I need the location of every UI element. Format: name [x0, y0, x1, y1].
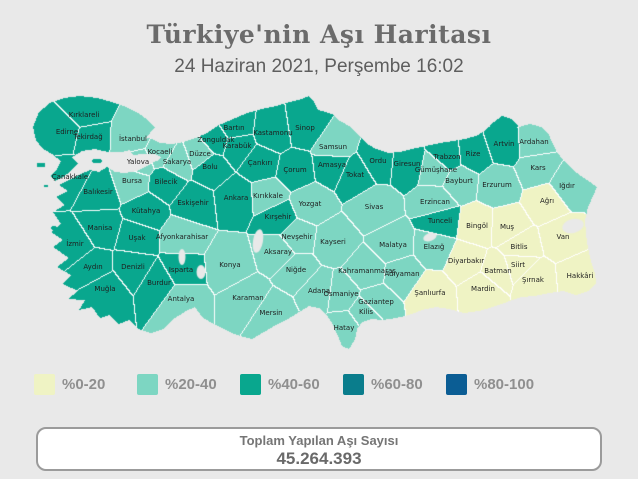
legend-label: %0-20 [62, 376, 106, 393]
legend-item-60-80: %60-80 [343, 374, 446, 395]
legend-item-80-100: %80-100 [446, 374, 549, 395]
page-title: Türkiye'nin Aşı Haritası [146, 20, 492, 49]
legend-item-40-60: %40-60 [240, 374, 343, 395]
total-vaccination-label: Toplam Yapılan Aşı Sayısı [239, 433, 399, 448]
legend-item-20-40: %20-40 [137, 374, 240, 395]
legend-swatch-60-80 [343, 374, 364, 395]
legend-label: %80-100 [474, 376, 535, 393]
legend-swatch-80-100 [446, 374, 467, 395]
turkey-vaccination-map[interactable] [0, 88, 638, 360]
legend-swatch-0-20 [34, 374, 55, 395]
legend-swatch-20-40 [137, 374, 158, 395]
legend-label: %20-40 [165, 376, 217, 393]
legend-item-0-20: %0-20 [34, 374, 137, 395]
legend-label: %60-80 [371, 376, 423, 393]
page-subtitle: 24 Haziran 2021, Perşembe 16:02 [174, 56, 464, 77]
legend: %0-20 %20-40 %40-60 %60-80 %80-100 [34, 374, 549, 395]
header: Türkiye'nin Aşı Haritası 24 Haziran 2021… [0, 0, 638, 78]
total-vaccination-value: 45.264.393 [276, 449, 362, 468]
total-vaccination-box: Toplam Yapılan Aşı Sayısı 45.264.393 [36, 427, 602, 471]
legend-swatch-40-60 [240, 374, 261, 395]
legend-label: %40-60 [268, 376, 320, 393]
